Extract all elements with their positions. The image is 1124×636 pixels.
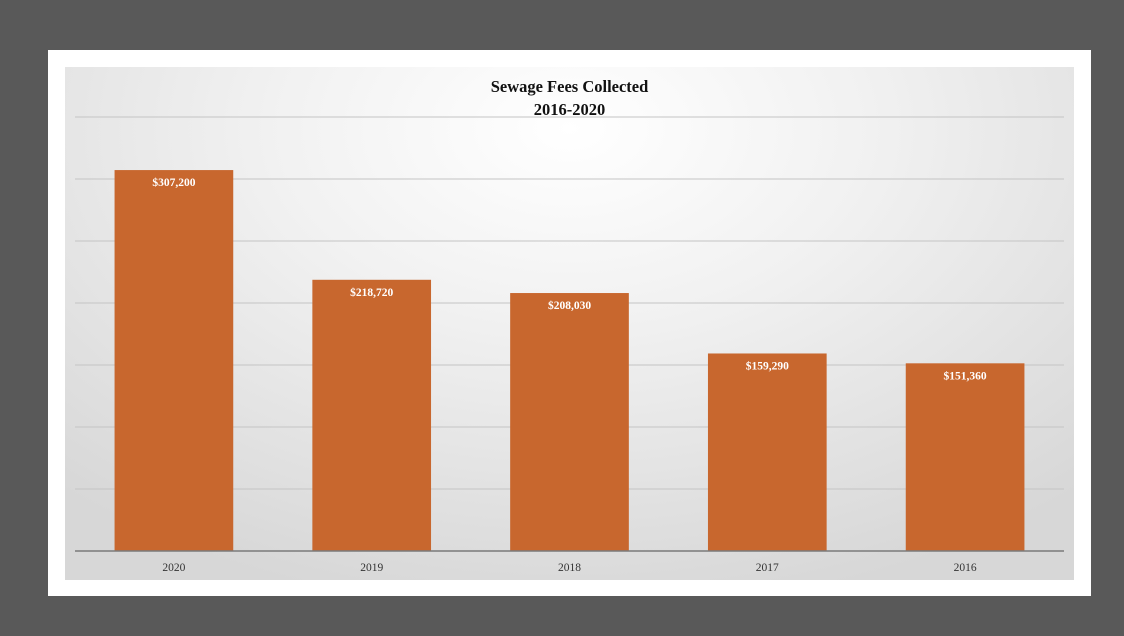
chart-subtitle: 2016-2020: [534, 100, 606, 119]
bar-2018: [510, 293, 629, 551]
x-tick-label-2018: 2018: [558, 562, 581, 574]
bar-chart: $307,200 $218,720 $208,030 $159,290 $151,360…: [75, 77, 1064, 574]
x-tick-label-2016: 2016: [954, 562, 977, 574]
x-tick-label-2020: 2020: [162, 562, 185, 574]
x-tick-label-2019: 2019: [360, 562, 383, 574]
data-labels: $307,200 $218,720 $208,030 $159,290 $151,360: [152, 176, 987, 382]
bar-2017: [707, 353, 827, 551]
bar-2016: [905, 363, 1025, 551]
data-label-2019: $218,720: [350, 286, 393, 299]
plot-area: $307,200 $218,720 $208,030 $159,290 $151,360…: [65, 67, 1074, 580]
data-label-2017: $159,290: [746, 359, 789, 372]
chart-frame: $307,200 $218,720 $208,030 $159,290 $151,360…: [48, 50, 1091, 596]
chart-title: Sewage Fees Collected: [491, 77, 649, 96]
data-label-2018: $208,030: [548, 299, 591, 312]
data-label-2016: $151,360: [944, 369, 987, 382]
bar-2020: [114, 170, 234, 551]
x-axis-tick-labels: 2020 2019 2018 2017 2016: [162, 562, 976, 574]
data-label-2020: $307,200: [152, 176, 195, 189]
x-tick-label-2017: 2017: [756, 562, 779, 574]
bar-2019: [312, 279, 432, 551]
bars: [114, 170, 1025, 551]
